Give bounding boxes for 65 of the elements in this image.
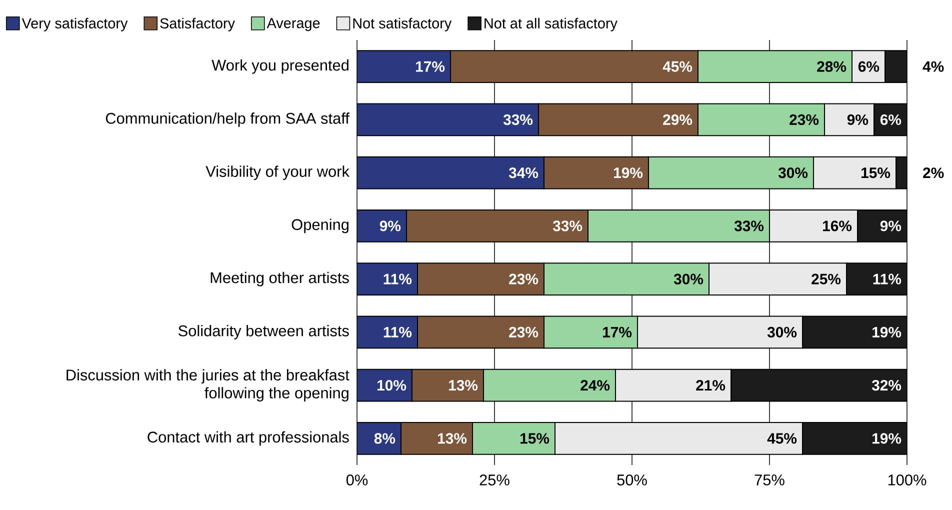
legend-label: Not at all satisfactory	[484, 18, 618, 32]
data-label: 9%	[847, 114, 868, 125]
legend-label: Average	[266, 18, 320, 32]
data-label: 24%	[580, 380, 610, 391]
y-tick-label: Communication/help from SAA staff	[106, 112, 350, 127]
data-label: 11%	[873, 274, 902, 284]
legend-label: Very satisfactory	[22, 18, 128, 32]
data-label: 6%	[880, 114, 902, 125]
data-label: 34%	[508, 168, 538, 178]
x-tick-label: 0%	[346, 474, 368, 486]
data-label: 25%	[812, 274, 841, 284]
bar	[802, 316, 908, 349]
y-tick-label: Discussion with the juries at the breakfast following the opening	[66, 369, 350, 402]
y-tick-label: Work you presented	[212, 59, 348, 74]
data-label: 45%	[662, 61, 692, 72]
data-label: 30%	[674, 274, 704, 284]
data-label: 16%	[823, 220, 852, 232]
data-label: 19%	[872, 326, 902, 338]
data-label: 21%	[696, 380, 726, 391]
data-label: 33%	[503, 114, 533, 125]
data-label: 8%	[374, 433, 396, 444]
data-label: 28%	[817, 61, 846, 72]
data-label: 9%	[880, 220, 902, 232]
data-label: 15%	[862, 168, 890, 178]
data-label: 11%	[384, 274, 412, 284]
data-label: 29%	[663, 114, 692, 125]
data-label: 19%	[614, 168, 643, 178]
data-label: 17%	[603, 326, 632, 338]
data-label: 23%	[509, 326, 538, 338]
x-tick-label: 100%	[888, 474, 926, 486]
data-label: 30%	[767, 326, 797, 338]
data-label: 2%	[923, 168, 944, 178]
legend-label: Not satisfactory	[353, 18, 452, 32]
bar	[884, 50, 908, 84]
y-tick-label: Opening	[292, 218, 348, 234]
data-label: 45%	[767, 433, 797, 444]
legend-label: Satisfactory	[160, 18, 235, 32]
x-tick-label: 75%	[754, 474, 784, 486]
data-label: 32%	[872, 380, 902, 391]
bar	[357, 103, 540, 136]
y-tick-label: Solidarity between artists	[178, 324, 349, 340]
data-label: 33%	[734, 220, 764, 232]
data-label: 6%	[858, 61, 880, 72]
data-label: 13%	[449, 380, 478, 391]
data-label: 11%	[384, 326, 412, 338]
data-label: 23%	[790, 114, 819, 125]
bar	[802, 422, 908, 455]
data-label: 15%	[520, 433, 550, 444]
bar	[357, 50, 451, 84]
data-label: 9%	[380, 220, 401, 232]
data-label: 17%	[416, 61, 445, 72]
data-label: 13%	[438, 433, 467, 444]
y-tick-label: Visibility of your work	[206, 166, 350, 180]
bar	[730, 368, 908, 402]
data-label: 19%	[872, 433, 902, 444]
y-tick-label: Meeting other artists	[210, 272, 349, 286]
bar	[357, 156, 545, 190]
x-tick-label: 25%	[480, 474, 510, 486]
x-tick-label: 50%	[617, 474, 647, 486]
data-label: 23%	[509, 274, 538, 284]
data-label: 10%	[378, 380, 406, 391]
y-tick-label: Contact with art professionals	[148, 431, 349, 446]
data-label: 30%	[778, 168, 808, 178]
data-label: 33%	[552, 220, 582, 232]
data-label: 4%	[922, 61, 944, 72]
